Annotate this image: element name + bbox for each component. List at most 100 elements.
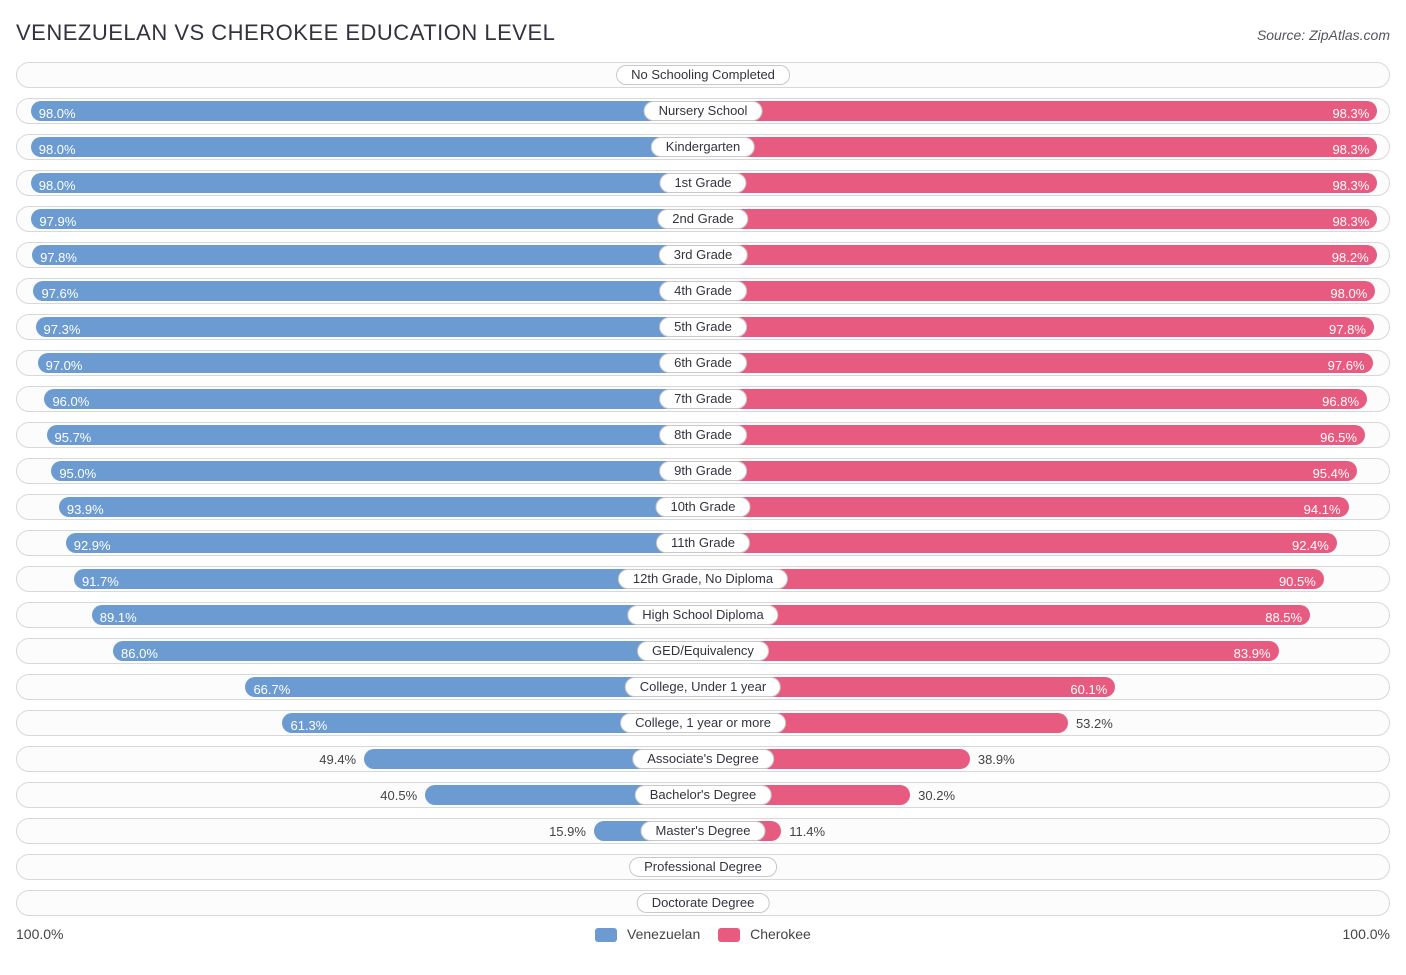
bar-left: 86.0%	[113, 641, 703, 661]
value-right: 97.6%	[1328, 353, 1365, 373]
category-label: High School Diploma	[627, 605, 778, 625]
category-label: 6th Grade	[659, 353, 747, 373]
value-left: 61.3%	[290, 713, 327, 733]
bar-left: 95.0%	[51, 461, 703, 481]
chart-row: 66.7%60.1%College, Under 1 year	[16, 674, 1390, 700]
legend-swatch-right	[718, 928, 740, 942]
value-right: 92.4%	[1292, 533, 1329, 553]
category-label: College, Under 1 year	[625, 677, 781, 697]
value-right: 95.4%	[1313, 461, 1350, 481]
bar-left: 97.0%	[38, 353, 703, 373]
value-right: 98.0%	[1330, 281, 1367, 301]
chart-row: 98.0% 98.3% Kindergarten	[16, 134, 1390, 160]
value-left: 97.8%	[40, 245, 77, 265]
bar-left: 96.0%	[44, 389, 703, 409]
bar-right: 90.5%	[703, 569, 1324, 589]
bar-left: 97.8%	[32, 245, 703, 265]
chart-row: 97.8% 98.2% 3rd Grade	[16, 242, 1390, 268]
category-label: 2nd Grade	[657, 209, 748, 229]
bar-right: 83.9%	[703, 641, 1279, 661]
category-label: No Schooling Completed	[616, 65, 790, 85]
chart-row: 86.0% 83.9% GED/Equivalency	[16, 638, 1390, 664]
bar-right: 96.8%	[703, 389, 1367, 409]
value-left: 40.5%	[380, 783, 417, 807]
bar-left: 89.1%	[92, 605, 703, 625]
chart-row: 2.0%1.7%No Schooling Completed	[16, 62, 1390, 88]
legend-item-left: Venezuelan	[595, 926, 700, 942]
category-label: GED/Equivalency	[637, 641, 769, 661]
axis-left-max: 100.0%	[16, 926, 63, 942]
value-right: 60.1%	[1070, 677, 1107, 697]
chart-title: VENEZUELAN VS CHEROKEE EDUCATION LEVEL	[16, 20, 555, 46]
value-left: 96.0%	[52, 389, 89, 409]
value-right: 30.2%	[918, 783, 955, 807]
value-left: 98.0%	[39, 173, 76, 193]
value-left: 92.9%	[74, 533, 111, 553]
value-left: 86.0%	[121, 641, 158, 661]
chart-row: 95.7% 96.5% 8th Grade	[16, 422, 1390, 448]
chart-row: 97.9%98.3%2nd Grade	[16, 206, 1390, 232]
chart-row: 93.9% 94.1%10th Grade	[16, 494, 1390, 520]
value-right: 98.3%	[1332, 137, 1369, 157]
category-label: 1st Grade	[659, 173, 746, 193]
category-label: 11th Grade	[656, 533, 750, 553]
chart-row: 91.7%90.5%12th Grade, No Diploma	[16, 566, 1390, 592]
diverging-bar-chart: 2.0%1.7%No Schooling Completed98.0%98.3%…	[16, 62, 1390, 916]
category-label: Professional Degree	[629, 857, 777, 877]
category-label: 8th Grade	[659, 425, 747, 445]
bar-left: 98.0%	[31, 173, 703, 193]
value-left: 95.0%	[59, 461, 96, 481]
chart-row: 97.6%98.0%4th Grade	[16, 278, 1390, 304]
value-left: 49.4%	[319, 747, 356, 771]
category-label: 10th Grade	[655, 497, 750, 517]
bar-left: 98.0%	[31, 137, 703, 157]
bar-right: 97.8%	[703, 317, 1374, 337]
bar-right: 94.1%	[703, 497, 1349, 517]
value-left: 97.3%	[44, 317, 81, 337]
chart-row: 49.4%38.9%Associate's Degree	[16, 746, 1390, 772]
bar-right: 98.3%	[703, 209, 1377, 229]
bar-left: 97.9%	[31, 209, 703, 229]
value-right: 90.5%	[1279, 569, 1316, 589]
value-right: 11.4%	[789, 819, 825, 843]
value-right: 83.9%	[1234, 641, 1271, 661]
bar-left: 91.7%	[74, 569, 703, 589]
category-label: Kindergarten	[651, 137, 755, 157]
category-label: Master's Degree	[641, 821, 766, 841]
legend-item-right: Cherokee	[718, 926, 811, 942]
value-right: 96.5%	[1320, 425, 1357, 445]
chart-header: VENEZUELAN VS CHEROKEE EDUCATION LEVEL S…	[16, 20, 1390, 46]
bar-right: 98.3%	[703, 137, 1377, 157]
bar-right: 95.4%	[703, 461, 1357, 481]
category-label: College, 1 year or more	[620, 713, 786, 733]
legend-swatch-left	[595, 928, 617, 942]
chart-row: 61.3% 53.2% College, 1 year or more	[16, 710, 1390, 736]
category-label: 3rd Grade	[659, 245, 748, 265]
value-left: 95.7%	[55, 425, 92, 445]
value-left: 15.9%	[549, 819, 586, 843]
bar-right: 98.2%	[703, 245, 1377, 265]
bar-left: 97.3%	[36, 317, 703, 337]
value-right: 38.9%	[978, 747, 1015, 771]
bar-left: 95.7%	[47, 425, 704, 445]
legend-label-right: Cherokee	[750, 926, 811, 942]
value-right: 97.8%	[1329, 317, 1366, 337]
chart-row: 89.1%88.5%High School Diploma	[16, 602, 1390, 628]
bar-left: 98.0%	[31, 101, 703, 121]
value-right: 98.2%	[1332, 245, 1369, 265]
category-label: 4th Grade	[659, 281, 747, 301]
value-left: 89.1%	[100, 605, 137, 625]
value-left: 93.9%	[67, 497, 104, 517]
legend: Venezuelan Cherokee	[595, 926, 811, 942]
value-right: 53.2%	[1076, 711, 1113, 735]
bar-left: 92.9%	[66, 533, 703, 553]
chart-source: Source: ZipAtlas.com	[1257, 27, 1390, 43]
chart-row: 96.0% 96.8% 7th Grade	[16, 386, 1390, 412]
category-label: 7th Grade	[659, 389, 747, 409]
chart-row: 97.3%97.8%5th Grade	[16, 314, 1390, 340]
chart-row: 98.0%98.3%1st Grade	[16, 170, 1390, 196]
category-label: Bachelor's Degree	[635, 785, 772, 805]
value-right: 96.8%	[1322, 389, 1359, 409]
category-label: Doctorate Degree	[637, 893, 770, 913]
value-left: 98.0%	[39, 137, 76, 157]
